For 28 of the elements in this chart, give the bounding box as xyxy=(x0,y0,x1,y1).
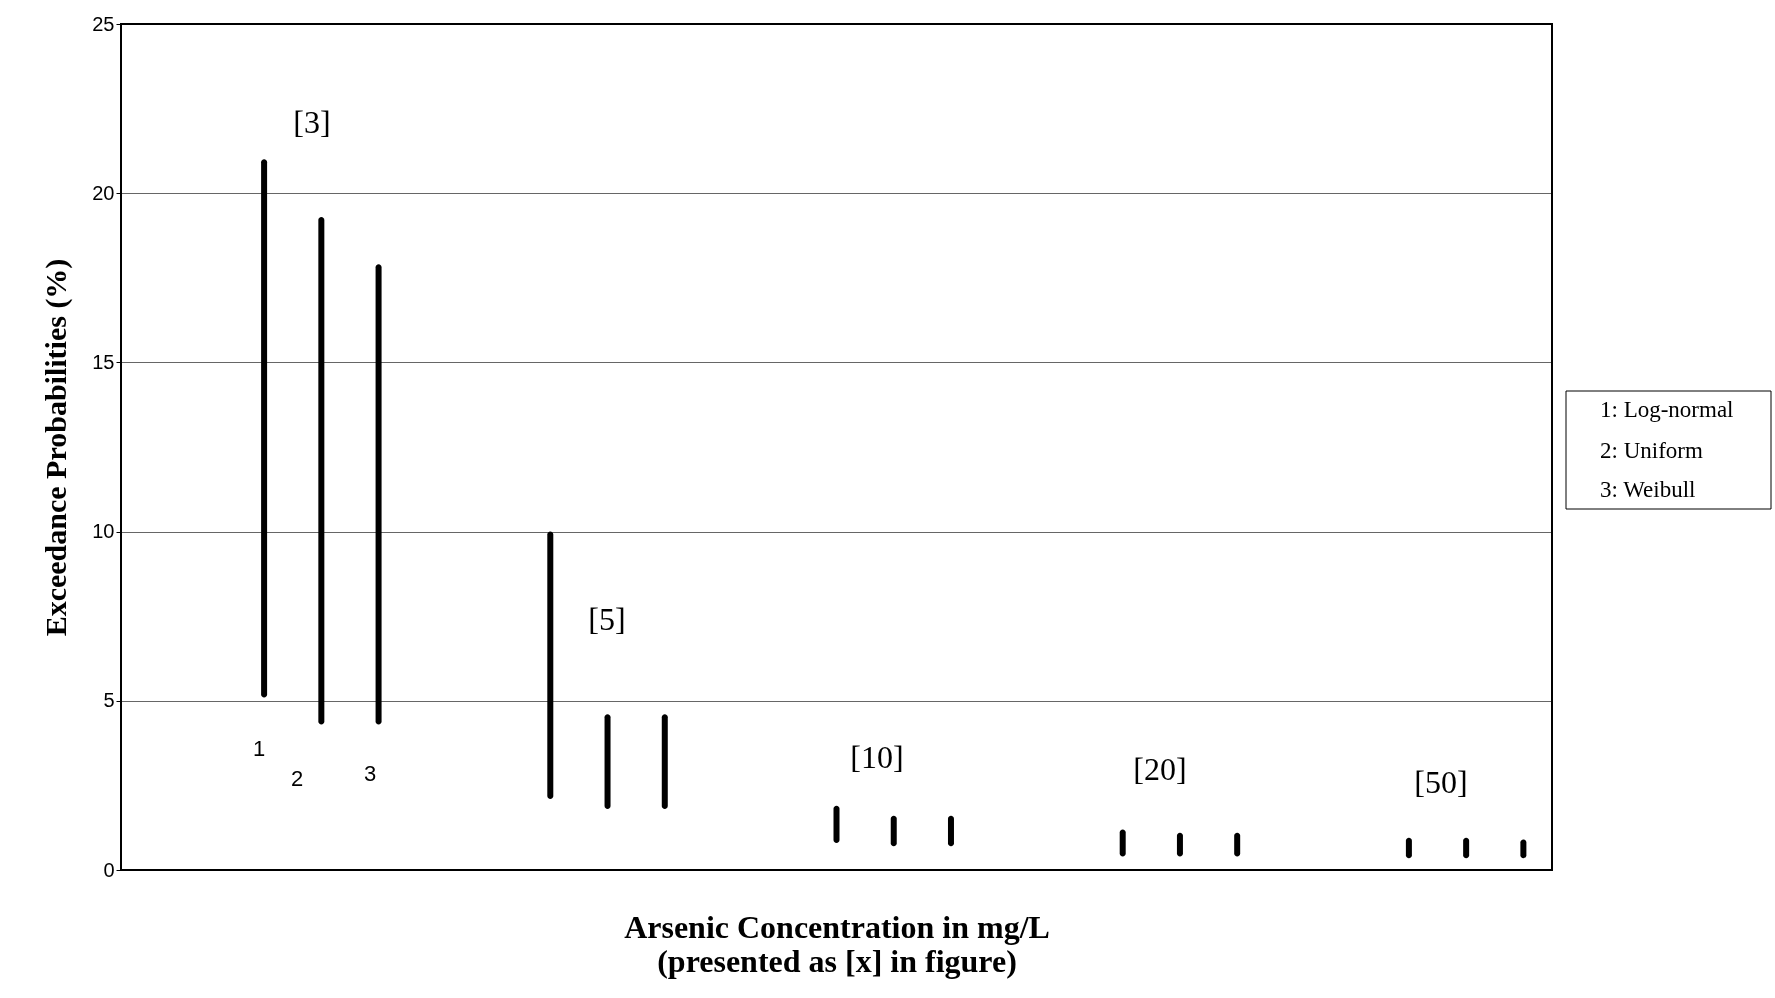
y-tick-label: 0 xyxy=(103,858,115,881)
x-axis-title: Arsenic Concentration in mg/L (presented as [x] in figure) xyxy=(624,908,1050,979)
y-tick-label: 15 xyxy=(92,350,115,373)
y-tick-label: 20 xyxy=(92,181,115,204)
bar xyxy=(890,815,897,847)
y-tick-label: 5 xyxy=(103,689,115,712)
annotation: [5] xyxy=(588,601,626,637)
text: 1: Log-normal xyxy=(1600,397,1734,422)
text: 2: Uniform xyxy=(1600,438,1703,463)
y-tick-label: 25 xyxy=(92,12,115,35)
annotation: 3 xyxy=(363,761,377,786)
text: 3: Weibull xyxy=(1600,477,1696,502)
bar xyxy=(947,815,954,847)
bar xyxy=(661,714,668,810)
annotation: [50] xyxy=(1414,764,1468,800)
bar xyxy=(318,216,325,725)
annotation: 2 xyxy=(290,766,304,791)
bar xyxy=(604,714,611,810)
bar xyxy=(833,805,840,843)
y-axis-title: Exceedance Probabilities (%) xyxy=(39,258,74,637)
annotation: [3] xyxy=(293,104,331,140)
y-tick-label: 10 xyxy=(92,520,115,543)
annotation: [20] xyxy=(1133,751,1187,787)
bar xyxy=(261,159,268,698)
annotation: 1 xyxy=(252,736,266,761)
bar xyxy=(547,531,554,799)
bar xyxy=(375,264,382,725)
annotation: [10] xyxy=(850,739,904,775)
